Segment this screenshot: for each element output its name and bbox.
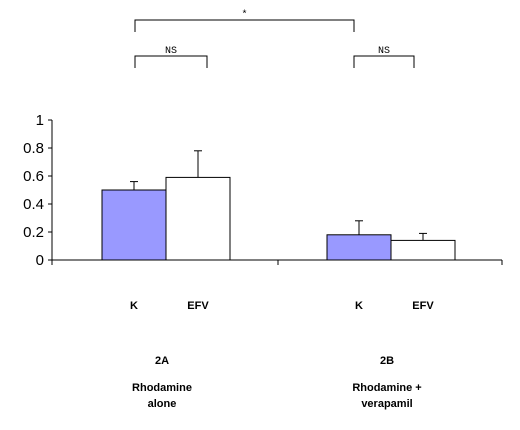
significance-label: NS [378,46,390,57]
group-description-line: Rhodamine [132,382,192,394]
y-tick-label: 1 [36,112,44,129]
bar-label: EFV [412,300,434,312]
group-label: 2A [155,355,169,367]
significance-bracket [134,55,208,68]
bar-2A-EFV [165,176,231,261]
bar-2A-K [101,189,167,261]
bar-label: K [355,300,363,312]
significance-bracket [134,19,355,32]
bar-2B-K [326,234,392,261]
significance-bracket [353,55,415,68]
significance-label: NS [165,46,177,57]
group-description-line: Rhodamine + [352,382,421,394]
y-tick-label: 0.8 [23,140,44,157]
y-tick-label: 0.2 [23,224,44,241]
significance-label: * [241,9,247,21]
bar-label: K [130,300,138,312]
group-description-line: alone [148,398,177,410]
bar-2B-EFV [390,239,456,261]
group-description-line: verapamil [361,398,412,410]
y-tick-label: 0.6 [23,168,44,185]
y-tick-label: 0.4 [23,196,44,213]
bar-label: EFV [187,300,209,312]
group-label: 2B [380,355,394,367]
y-tick-label: 0 [36,252,44,269]
